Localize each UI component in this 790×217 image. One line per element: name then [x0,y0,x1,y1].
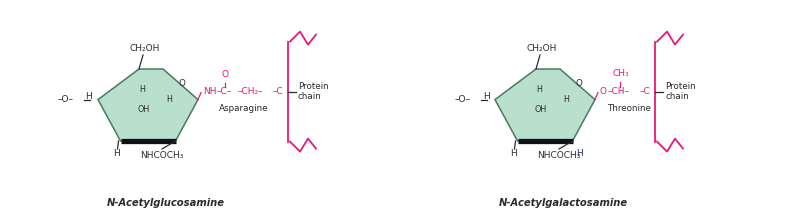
Text: –C: –C [640,87,650,96]
Text: H: H [510,148,517,158]
Text: –C–: –C– [216,87,231,96]
Text: –O–: –O– [455,95,471,104]
Text: Protein
chain: Protein chain [665,82,696,101]
Text: H: H [536,85,542,94]
Text: Protein
chain: Protein chain [298,82,329,101]
Text: NHCOCH₃: NHCOCH₃ [141,151,184,159]
Text: N-Acetylgalactosamine: N-Acetylgalactosamine [498,198,627,208]
Text: CH₃: CH₃ [613,69,630,78]
Text: OH: OH [535,105,547,114]
Text: H: H [113,148,120,158]
Text: –CH–: –CH– [608,87,630,96]
Text: H: H [85,92,92,101]
Text: Asparagine: Asparagine [220,104,269,113]
Text: H: H [563,95,569,104]
Text: CH₂OH: CH₂OH [527,44,557,53]
Text: –CH₂–: –CH₂– [237,87,263,96]
Text: CH₂OH: CH₂OH [130,44,160,53]
Text: O: O [221,70,228,79]
Text: NH: NH [203,87,216,96]
Text: H: H [139,85,145,94]
Text: N-Acetylglucosamine: N-Acetylglucosamine [107,198,225,208]
Polygon shape [495,69,595,141]
Text: O: O [178,79,185,88]
Text: –C: –C [273,87,284,96]
Text: O: O [600,87,607,96]
Text: H: H [576,148,583,158]
Text: O: O [575,79,582,88]
Text: Threonine: Threonine [607,104,651,113]
Text: H: H [166,95,172,104]
Text: –O–: –O– [58,95,74,104]
Text: OH: OH [138,105,150,114]
Polygon shape [98,69,198,141]
Text: NHCOCH₃: NHCOCH₃ [537,151,581,159]
Text: H: H [483,92,489,101]
